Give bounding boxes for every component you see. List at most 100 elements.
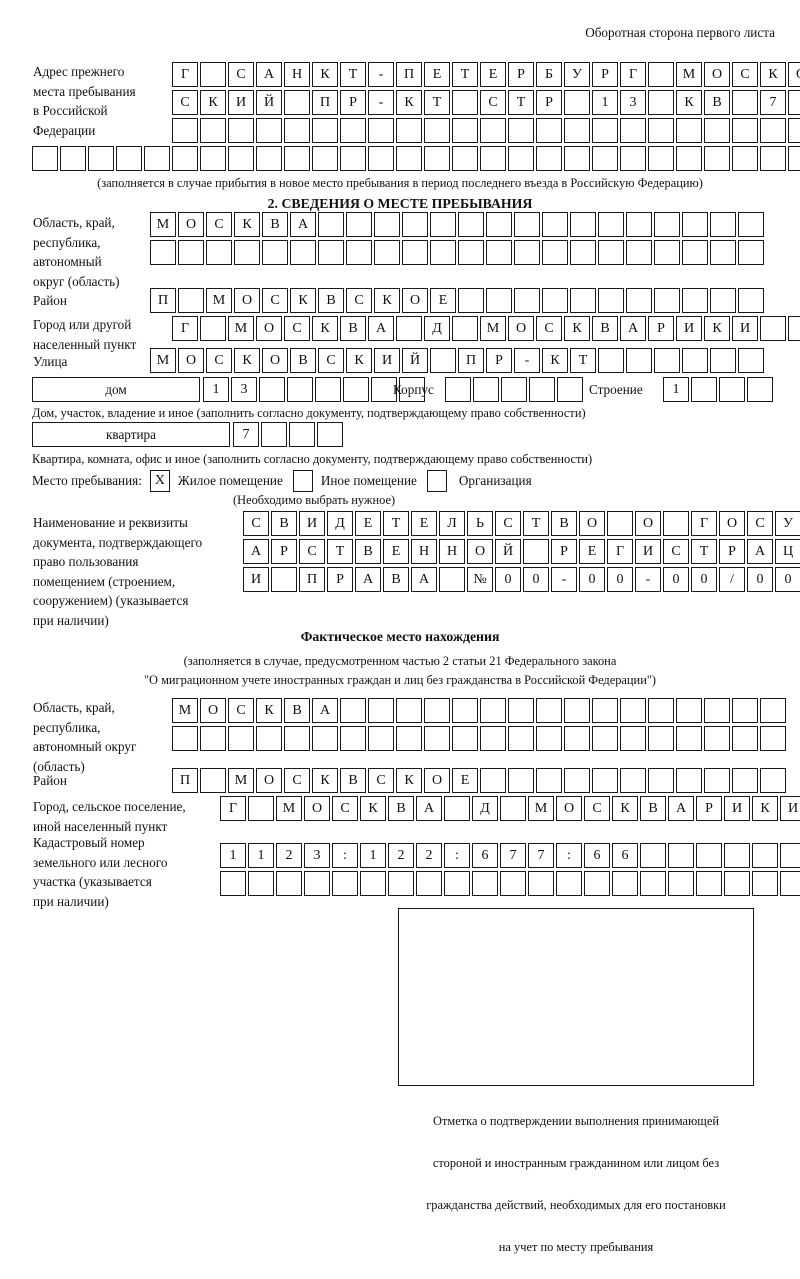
- char-cell[interactable]: [648, 90, 674, 115]
- char-cell[interactable]: [704, 768, 730, 793]
- char-cell[interactable]: М: [228, 768, 254, 793]
- flat-number-cells[interactable]: 7: [233, 422, 343, 447]
- char-cell[interactable]: [598, 212, 624, 237]
- char-cell[interactable]: [396, 316, 422, 341]
- char-cell[interactable]: С: [284, 316, 310, 341]
- char-cell[interactable]: И: [228, 90, 254, 115]
- char-cell[interactable]: Т: [383, 511, 409, 536]
- char-cell[interactable]: [452, 316, 478, 341]
- char-cell[interactable]: М: [480, 316, 506, 341]
- char-cell[interactable]: [747, 377, 773, 402]
- char-cell[interactable]: О: [234, 288, 260, 313]
- char-cell[interactable]: У: [775, 511, 800, 536]
- cadastral-row-2[interactable]: [220, 871, 800, 896]
- section2-region-row-2[interactable]: [150, 240, 764, 265]
- char-cell[interactable]: [172, 726, 198, 751]
- char-cell[interactable]: [668, 843, 694, 868]
- char-cell[interactable]: [564, 726, 590, 751]
- char-cell[interactable]: [607, 511, 633, 536]
- char-cell[interactable]: И: [780, 796, 800, 821]
- char-cell[interactable]: Е: [430, 288, 456, 313]
- char-cell[interactable]: 3: [620, 90, 646, 115]
- char-cell[interactable]: [696, 871, 722, 896]
- char-cell[interactable]: Г: [172, 316, 198, 341]
- char-cell[interactable]: [150, 240, 176, 265]
- char-cell[interactable]: [486, 240, 512, 265]
- char-cell[interactable]: М: [150, 348, 176, 373]
- char-cell[interactable]: К: [234, 348, 260, 373]
- char-cell[interactable]: [315, 377, 341, 402]
- char-cell[interactable]: [60, 146, 86, 171]
- char-cell[interactable]: [32, 146, 58, 171]
- char-cell[interactable]: [691, 377, 717, 402]
- char-cell[interactable]: Т: [691, 539, 717, 564]
- char-cell[interactable]: [248, 871, 274, 896]
- char-cell[interactable]: [396, 118, 422, 143]
- char-cell[interactable]: -: [368, 62, 394, 87]
- char-cell[interactable]: П: [458, 348, 484, 373]
- char-cell[interactable]: [732, 146, 758, 171]
- char-cell[interactable]: [445, 377, 471, 402]
- char-cell[interactable]: 3: [304, 843, 330, 868]
- char-cell[interactable]: [340, 118, 366, 143]
- char-cell[interactable]: С: [663, 539, 689, 564]
- char-cell[interactable]: С: [368, 768, 394, 793]
- char-cell[interactable]: Е: [411, 511, 437, 536]
- stay-type-residential-checkbox[interactable]: X: [149, 469, 170, 492]
- char-cell[interactable]: Д: [424, 316, 450, 341]
- char-cell[interactable]: О: [704, 62, 730, 87]
- char-cell[interactable]: [424, 698, 450, 723]
- char-cell[interactable]: И: [374, 348, 400, 373]
- char-cell[interactable]: Р: [327, 567, 353, 592]
- char-cell[interactable]: [738, 212, 764, 237]
- char-cell[interactable]: [452, 146, 478, 171]
- char-cell[interactable]: [508, 118, 534, 143]
- char-cell[interactable]: 6: [584, 843, 610, 868]
- char-cell[interactable]: А: [243, 539, 269, 564]
- char-cell[interactable]: [536, 726, 562, 751]
- char-cell[interactable]: В: [383, 567, 409, 592]
- char-cell[interactable]: [200, 316, 226, 341]
- char-cell[interactable]: 0: [747, 567, 773, 592]
- char-cell[interactable]: [172, 118, 198, 143]
- char-cell[interactable]: П: [150, 288, 176, 313]
- char-cell[interactable]: 1: [360, 843, 386, 868]
- char-cell[interactable]: Г: [620, 62, 646, 87]
- char-cell[interactable]: [564, 768, 590, 793]
- char-cell[interactable]: [752, 843, 778, 868]
- char-cell[interactable]: :: [444, 843, 470, 868]
- char-cell[interactable]: 7: [500, 843, 526, 868]
- char-cell[interactable]: [501, 377, 527, 402]
- char-cell[interactable]: -: [368, 90, 394, 115]
- char-cell[interactable]: [620, 768, 646, 793]
- char-cell[interactable]: М: [228, 316, 254, 341]
- char-cell[interactable]: Р: [648, 316, 674, 341]
- char-cell[interactable]: [416, 871, 442, 896]
- prev-address-row-3[interactable]: [172, 118, 800, 143]
- char-cell[interactable]: О: [719, 511, 745, 536]
- char-cell[interactable]: Е: [383, 539, 409, 564]
- char-cell[interactable]: -: [514, 348, 540, 373]
- char-cell[interactable]: [676, 118, 702, 143]
- document-row-1[interactable]: СВИДЕТЕЛЬСТВООГОСУД: [243, 511, 800, 536]
- char-cell[interactable]: [732, 118, 758, 143]
- char-cell[interactable]: Т: [340, 62, 366, 87]
- char-cell[interactable]: [424, 118, 450, 143]
- char-cell[interactable]: Д: [472, 796, 498, 821]
- char-cell[interactable]: [256, 726, 282, 751]
- char-cell[interactable]: Г: [220, 796, 246, 821]
- char-cell[interactable]: [439, 567, 465, 592]
- char-cell[interactable]: [626, 288, 652, 313]
- char-cell[interactable]: [480, 118, 506, 143]
- char-cell[interactable]: [592, 146, 618, 171]
- char-cell[interactable]: [682, 288, 708, 313]
- char-cell[interactable]: А: [312, 698, 338, 723]
- char-cell[interactable]: [480, 698, 506, 723]
- char-cell[interactable]: А: [256, 62, 282, 87]
- char-cell[interactable]: [556, 871, 582, 896]
